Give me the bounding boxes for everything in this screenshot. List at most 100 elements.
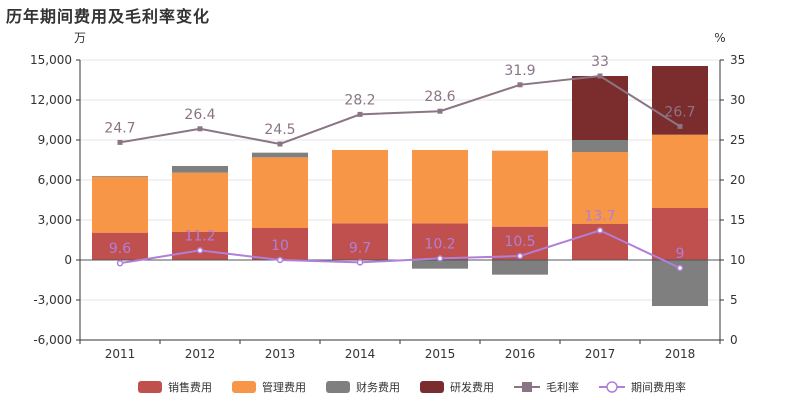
y-right-tick-label: 30 (730, 93, 745, 107)
y-right-tick-label: 35 (730, 53, 745, 67)
bar-研发费用[interactable] (572, 76, 628, 140)
axes: -6,000 -3,000 0 3,000 6,000 9,000 12,000 15,000… (30, 53, 745, 361)
y-right-tick-label: 15 (730, 213, 745, 227)
bar-销售费用[interactable] (172, 232, 228, 260)
data-label-期间费用率: 10 (271, 238, 289, 254)
point-毛利率[interactable] (117, 139, 123, 145)
x-tick-label: 2012 (185, 347, 216, 361)
data-labels: 24.7 26.4 24.5 28.2 28.6 31.9 33 26.7 9.6 11.2 10 9… (104, 54, 695, 262)
point-期间费用率[interactable] (116, 259, 124, 267)
line-毛利率[interactable] (119, 74, 681, 146)
legend-label-管理费用[interactable]: 管理费用 (262, 380, 306, 394)
data-label-期间费用率: 13.7 (584, 208, 615, 224)
y-right-tick-label: 25 (730, 133, 745, 147)
y-right-tick-label: 20 (730, 173, 745, 187)
bar-管理费用[interactable] (652, 134, 708, 208)
y-left-tick-label: 6,000 (38, 173, 72, 187)
data-label-毛利率: 28.2 (344, 92, 375, 108)
y-left-tick-label: 12,000 (30, 93, 72, 107)
point-毛利率[interactable] (677, 123, 683, 129)
legend-marker-毛利率[interactable] (522, 382, 532, 392)
data-label-毛利率: 24.7 (104, 120, 135, 136)
legend-label-研发费用[interactable]: 研发费用 (450, 380, 494, 394)
bar-管理费用[interactable] (332, 150, 388, 224)
y-left-tick-label: 3,000 (38, 213, 72, 227)
legend-swatch-管理费用[interactable] (232, 381, 256, 393)
bar-财务费用[interactable] (172, 166, 228, 173)
point-毛利率[interactable] (197, 126, 203, 132)
data-label-期间费用率: 10.5 (504, 234, 535, 250)
data-label-期间费用率: 11.2 (184, 228, 215, 244)
chart-title: 历年期间费用及毛利率变化 (6, 7, 211, 26)
bar-财务费用[interactable] (92, 176, 148, 177)
bar-管理费用[interactable] (252, 157, 308, 228)
bar-财务费用[interactable] (252, 152, 308, 158)
x-tick-label: 2013 (265, 347, 296, 361)
data-label-毛利率: 24.5 (264, 122, 295, 138)
bar-财务费用[interactable] (492, 260, 548, 275)
bar-管理费用[interactable] (492, 150, 548, 227)
legend-label-期间费用率[interactable]: 期间费用率 (631, 380, 686, 394)
data-label-毛利率: 26.4 (184, 107, 215, 123)
legend-swatch-销售费用[interactable] (138, 381, 162, 393)
point-期间费用率[interactable] (676, 264, 684, 272)
point-毛利率[interactable] (357, 111, 363, 117)
y-left-tick-label: 0 (64, 253, 72, 267)
right-axis-unit: % (714, 31, 725, 45)
point-期间费用率[interactable] (356, 259, 364, 266)
bar-管理费用[interactable] (92, 176, 148, 233)
data-label-毛利率: 33 (591, 54, 609, 70)
bar-销售费用[interactable] (92, 232, 148, 260)
point-期间费用率[interactable] (516, 252, 524, 260)
legend-swatch-财务费用[interactable] (326, 381, 350, 393)
data-label-毛利率: 31.9 (504, 63, 535, 79)
x-tick-label: 2015 (425, 347, 456, 361)
y-left-tick-label: 9,000 (38, 133, 72, 147)
bar-管理费用[interactable] (172, 172, 228, 232)
bar-管理费用[interactable] (572, 152, 628, 224)
data-label-期间费用率: 9 (676, 246, 685, 262)
line-期间费用率[interactable] (119, 229, 681, 269)
data-label-毛利率: 28.6 (424, 89, 455, 105)
x-tick-label: 2016 (505, 347, 536, 361)
data-label-期间费用率: 9.6 (109, 241, 131, 257)
y-left-tick-label: -6,000 (33, 333, 72, 347)
legend-label-财务费用[interactable]: 财务费用 (356, 380, 400, 394)
point-毛利率[interactable] (597, 73, 603, 79)
y-left-tick-label: -3,000 (33, 293, 72, 307)
point-期间费用率[interactable] (276, 256, 284, 264)
bar-销售费用[interactable] (412, 223, 468, 260)
bar-销售费用[interactable] (652, 208, 708, 260)
bar-销售费用[interactable] (332, 223, 388, 260)
point-期间费用率[interactable] (436, 255, 444, 262)
data-label-期间费用率: 10.2 (424, 236, 455, 252)
legend[interactable]: 销售费用 管理费用 财务费用 研发费用 毛利率 期间费用率 (138, 380, 686, 394)
x-tick-label: 2017 (585, 347, 616, 361)
y-left-tick-label: 15,000 (30, 53, 72, 67)
point-毛利率[interactable] (277, 141, 283, 147)
x-tick-label: 2018 (665, 347, 696, 361)
left-axis-unit: 万 (74, 31, 86, 45)
point-期间费用率[interactable] (596, 227, 604, 234)
data-label-毛利率: 26.7 (664, 104, 695, 120)
bars (92, 66, 708, 306)
point-期间费用率[interactable] (196, 247, 204, 254)
y-right-tick-label: 5 (730, 293, 738, 307)
legend-label-销售费用[interactable]: 销售费用 (168, 380, 212, 394)
legend-label-毛利率[interactable]: 毛利率 (546, 380, 579, 394)
y-right-tick-label: 0 (730, 333, 738, 347)
data-label-期间费用率: 9.7 (349, 240, 371, 256)
bar-财务费用[interactable] (412, 260, 468, 269)
x-tick-label: 2014 (345, 347, 376, 361)
y-right-tick-label: 10 (730, 253, 745, 267)
lines (116, 73, 684, 272)
point-毛利率[interactable] (437, 108, 443, 114)
legend-swatch-研发费用[interactable] (420, 381, 444, 393)
bar-销售费用[interactable] (252, 228, 308, 260)
bar-财务费用[interactable] (572, 140, 628, 152)
bar-管理费用[interactable] (412, 150, 468, 224)
legend-marker-期间费用率[interactable] (606, 381, 618, 393)
bar-研发费用[interactable] (652, 66, 708, 135)
point-毛利率[interactable] (517, 82, 523, 88)
